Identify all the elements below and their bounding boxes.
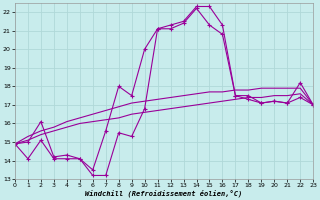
X-axis label: Windchill (Refroidissement éolien,°C): Windchill (Refroidissement éolien,°C) — [85, 190, 243, 197]
